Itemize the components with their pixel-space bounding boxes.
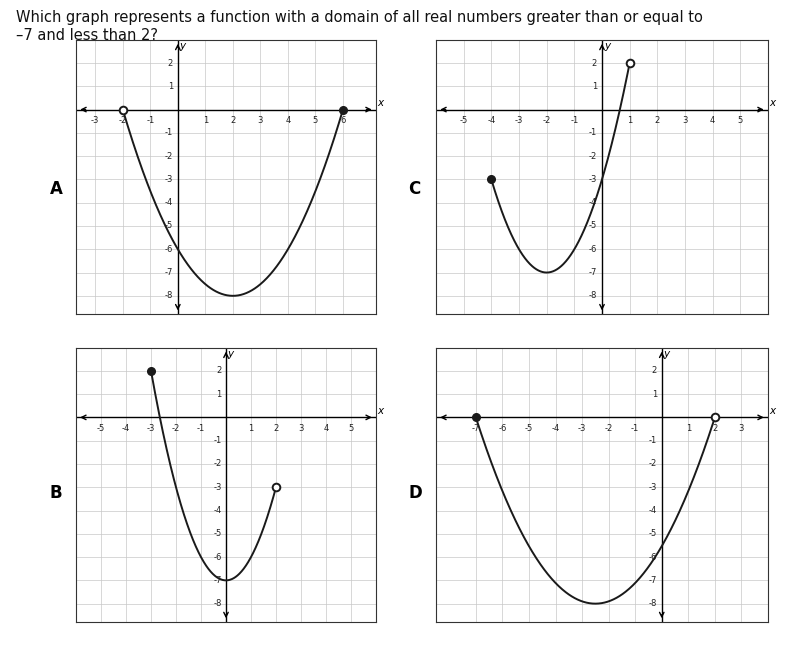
Text: 4: 4: [286, 116, 290, 125]
Text: -6: -6: [589, 245, 597, 254]
Text: 1: 1: [686, 424, 691, 433]
Text: -8: -8: [213, 599, 222, 608]
Text: A: A: [50, 179, 62, 198]
Text: 6: 6: [340, 116, 346, 125]
Text: -6: -6: [498, 424, 506, 433]
Text: 1: 1: [627, 116, 632, 125]
Text: 3: 3: [682, 116, 688, 125]
Text: -4: -4: [487, 116, 495, 125]
Text: 1: 1: [168, 82, 173, 91]
Text: -2: -2: [165, 152, 173, 161]
Text: -7: -7: [213, 576, 222, 585]
Text: -3: -3: [213, 483, 222, 492]
Text: -4: -4: [589, 198, 597, 207]
Text: -5: -5: [525, 424, 533, 433]
Text: -1: -1: [631, 424, 639, 433]
Text: y: y: [663, 349, 670, 359]
Text: 2: 2: [168, 58, 173, 68]
Text: -8: -8: [165, 291, 173, 301]
Text: -3: -3: [589, 175, 597, 184]
Text: 4: 4: [323, 424, 329, 433]
Text: -1: -1: [197, 424, 205, 433]
Text: -7: -7: [165, 268, 173, 277]
Text: -1: -1: [146, 116, 154, 125]
Text: -6: -6: [649, 553, 657, 561]
Text: 1: 1: [202, 116, 208, 125]
Text: -2: -2: [605, 424, 613, 433]
Text: 2: 2: [652, 366, 657, 375]
Text: 3: 3: [298, 424, 304, 433]
Text: -2: -2: [214, 459, 222, 469]
Text: 2: 2: [592, 58, 597, 68]
Text: C: C: [408, 179, 420, 198]
Text: 2: 2: [274, 424, 278, 433]
Text: -6: -6: [165, 245, 173, 254]
Text: -5: -5: [165, 222, 173, 230]
Text: -3: -3: [165, 175, 173, 184]
Text: 2: 2: [712, 424, 718, 433]
Text: -2: -2: [118, 116, 127, 125]
Text: 3: 3: [258, 116, 263, 125]
Text: -3: -3: [649, 483, 657, 492]
Text: 2: 2: [216, 366, 222, 375]
Text: -1: -1: [649, 436, 657, 445]
Text: 1: 1: [248, 424, 254, 433]
Text: 5: 5: [738, 116, 743, 125]
Text: x: x: [770, 98, 775, 108]
Text: y: y: [604, 41, 610, 51]
Text: -4: -4: [214, 506, 222, 515]
Text: -7: -7: [649, 576, 657, 585]
Text: 4: 4: [710, 116, 715, 125]
Text: -1: -1: [589, 128, 597, 137]
Text: 2: 2: [654, 116, 660, 125]
Text: -1: -1: [214, 436, 222, 445]
Text: -3: -3: [515, 116, 523, 125]
Text: D: D: [408, 484, 422, 502]
Text: -1: -1: [570, 116, 578, 125]
Text: -2: -2: [589, 152, 597, 161]
Text: -8: -8: [649, 599, 657, 608]
Text: –7 and less than 2?: –7 and less than 2?: [16, 28, 158, 43]
Text: 3: 3: [738, 424, 744, 433]
Text: y: y: [180, 41, 186, 51]
Text: -3: -3: [147, 424, 155, 433]
Text: -2: -2: [172, 424, 180, 433]
Text: Which graph represents a function with a domain of all real numbers greater than: Which graph represents a function with a…: [16, 10, 703, 25]
Text: -4: -4: [551, 424, 560, 433]
Text: -4: -4: [649, 506, 657, 515]
Text: x: x: [378, 406, 383, 416]
Text: y: y: [227, 349, 234, 359]
Text: -1: -1: [165, 128, 173, 137]
Text: -3: -3: [91, 116, 99, 125]
Text: 1: 1: [652, 390, 657, 399]
Text: -2: -2: [649, 459, 657, 469]
Text: -5: -5: [459, 116, 468, 125]
Text: 5: 5: [313, 116, 318, 125]
Text: 2: 2: [230, 116, 235, 125]
Text: -5: -5: [97, 424, 105, 433]
Text: B: B: [50, 484, 62, 502]
Text: -8: -8: [589, 291, 597, 301]
Text: 1: 1: [216, 390, 222, 399]
Text: -5: -5: [589, 222, 597, 230]
Text: -3: -3: [578, 424, 586, 433]
Text: -6: -6: [213, 553, 222, 561]
Text: -4: -4: [122, 424, 130, 433]
Text: x: x: [770, 406, 775, 416]
Text: -2: -2: [542, 116, 550, 125]
Text: -7: -7: [589, 268, 597, 277]
Text: 1: 1: [592, 82, 597, 91]
Text: -7: -7: [472, 424, 480, 433]
Text: -4: -4: [165, 198, 173, 207]
Text: 5: 5: [348, 424, 354, 433]
Text: -5: -5: [649, 530, 657, 538]
Text: -5: -5: [214, 530, 222, 538]
Text: x: x: [378, 98, 383, 108]
